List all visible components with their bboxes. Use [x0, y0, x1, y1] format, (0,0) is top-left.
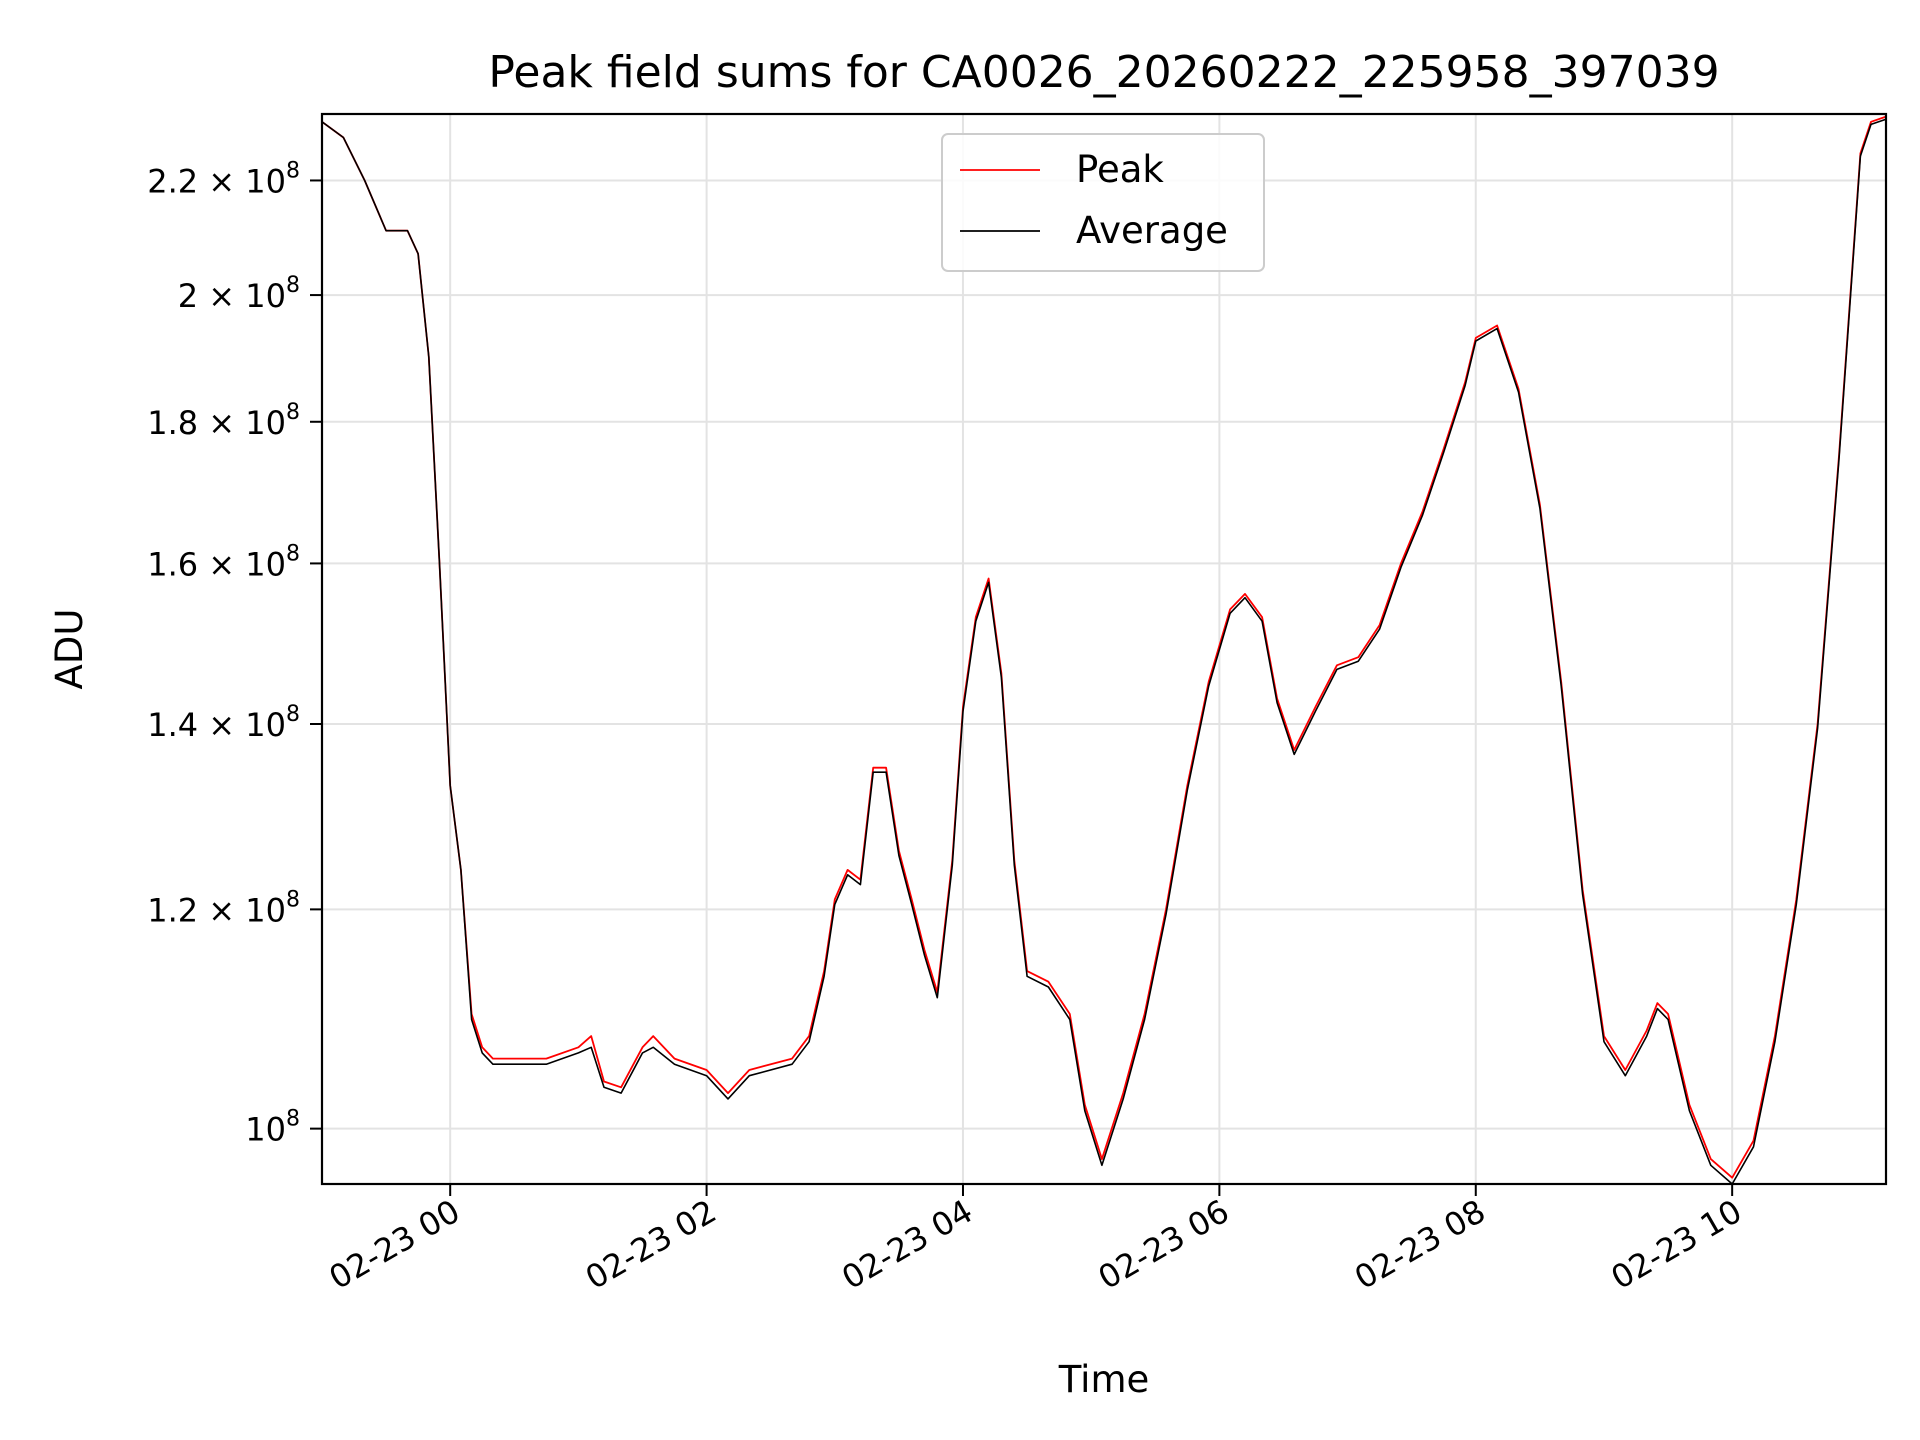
y-tick-mantissa: 1.8 × 10	[147, 404, 286, 442]
y-tick-mantissa: 2 × 10	[178, 277, 286, 315]
y-tick-label: 1.6 × 108	[147, 541, 300, 583]
grid-lines	[322, 114, 1886, 1184]
y-tick-label: 1.8 × 108	[147, 400, 300, 442]
legend-box	[941, 133, 1265, 272]
y-tick-label-text: 1.8 × 108	[147, 400, 300, 442]
legend-label-average: Average	[1076, 209, 1228, 252]
y-tick-mantissa: 1.6 × 10	[147, 545, 286, 583]
y-axis-label: ADU	[48, 609, 91, 690]
y-tick-exponent: 8	[286, 158, 300, 183]
legend: Peak Average	[941, 133, 1265, 272]
y-tick-exponent: 8	[286, 702, 300, 727]
y-tick-exponent: 8	[286, 887, 300, 912]
series-lines	[321, 115, 1887, 1185]
y-tick-label-text: 2 × 108	[178, 273, 300, 315]
y-tick-exponent: 8	[286, 273, 300, 298]
y-tick-label: 1.4 × 108	[147, 702, 300, 744]
legend-label-peak: Peak	[1076, 148, 1164, 191]
y-tick-mantissa: 10	[245, 1111, 286, 1149]
y-tick-label-text: 1.4 × 108	[147, 702, 300, 744]
plot-area-frame	[320, 112, 1888, 1186]
y-tick-label: 2 × 108	[178, 273, 300, 315]
y-tick-exponent: 8	[286, 400, 300, 425]
y-tick-exponent: 8	[286, 1107, 300, 1132]
y-tick-mantissa: 2.2 × 10	[147, 162, 286, 200]
y-tick-label: 108	[245, 1107, 300, 1149]
x-axis-label: Time	[1058, 1358, 1150, 1401]
y-tick-mantissa: 1.4 × 10	[147, 706, 286, 744]
y-tick-label-text: 1.6 × 108	[147, 541, 300, 583]
chart-title: Peak field sums for CA0026_20260222_2259…	[488, 47, 1719, 98]
y-tick-label: 2.2 × 108	[147, 158, 300, 200]
y-tick-label-text: 1.2 × 108	[147, 887, 300, 929]
y-tick-exponent: 8	[286, 541, 300, 566]
series-line-peak	[321, 115, 1887, 1179]
y-tick-label-text: 108	[245, 1107, 300, 1149]
y-tick-label: 1.2 × 108	[147, 887, 300, 929]
y-tick-mantissa: 1.2 × 10	[147, 891, 286, 929]
y-tick-label-text: 2.2 × 108	[147, 158, 300, 200]
series-line-average	[321, 118, 1887, 1185]
